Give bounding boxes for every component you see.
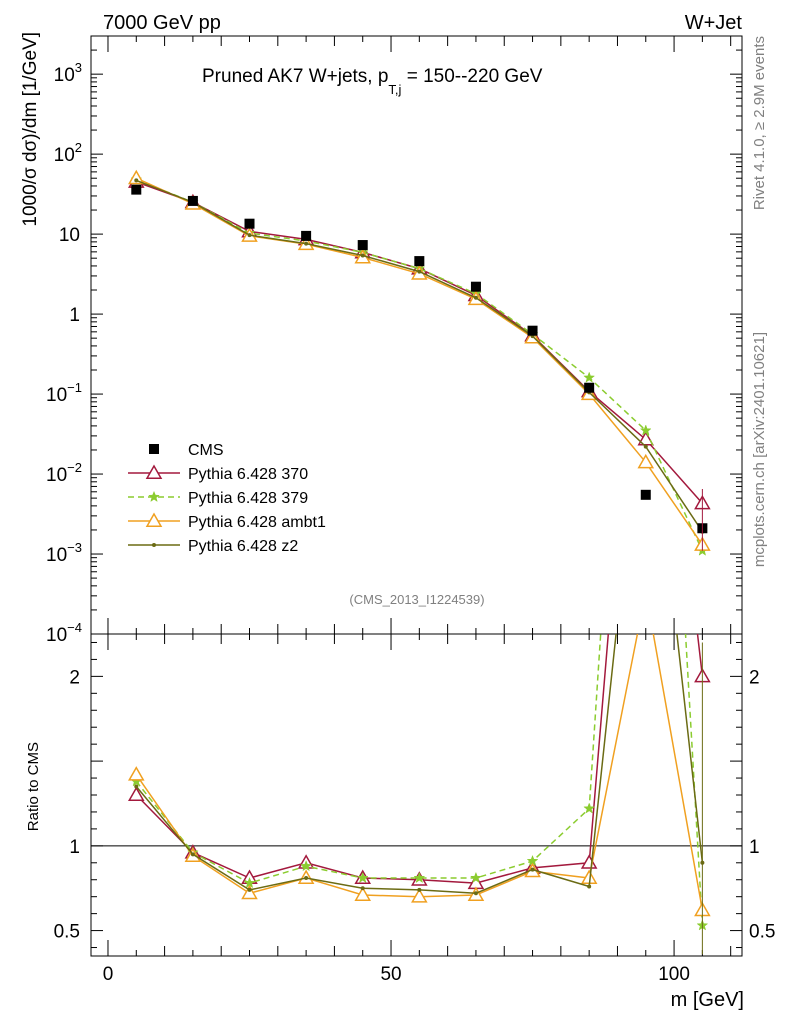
ratio-point-p379 (583, 802, 596, 814)
x-tick-label: 100 (658, 964, 690, 985)
cms-data-point (414, 256, 425, 267)
series-point-z2 (643, 444, 648, 449)
ratio-point-z2 (360, 886, 365, 891)
x-tick-label: 0 (103, 964, 114, 985)
chart-title: Pruned AK7 W+jets, pT,j = 150--220 GeV (202, 66, 543, 97)
ratio-y-tick-label-left: 0.5 (54, 922, 80, 943)
ratio-plot-marks (127, 634, 711, 955)
ratio-point-p379 (470, 871, 482, 884)
ratio-y-tick-label-left: 1 (69, 837, 80, 858)
ratio-y-tick-label-right: 1 (749, 837, 760, 858)
legend-marker-ambt1 (145, 512, 163, 527)
series-point-z2 (360, 253, 365, 258)
cms-data-point (131, 184, 142, 195)
legend-marker-p370 (145, 464, 163, 479)
main-y-tick-label: 103 (54, 60, 82, 86)
energy-label: 7000 GeV pp (103, 12, 221, 34)
series-point-z2 (304, 241, 309, 246)
series-line-p379 (136, 178, 704, 552)
cms-data-point (244, 218, 255, 229)
legend-label-z2: Pythia 6.428 z2 (188, 538, 298, 555)
ratio-point-p379 (300, 859, 312, 872)
analysis-tag: (CMS_2013_I1224539) (349, 592, 484, 607)
main-y-tick-label: 10−1 (46, 380, 82, 406)
ratio-panel-border (90, 633, 743, 957)
series-point-z2 (417, 269, 422, 274)
ratio-point-z2 (587, 884, 592, 889)
legend-marker-z2 (152, 543, 156, 547)
title-sub: T,j (388, 82, 401, 97)
ratio-point-p379 (356, 871, 369, 884)
main-y-tick-label: 10−2 (46, 460, 82, 486)
x-axis-label: m [GeV] (671, 989, 744, 1011)
cms-data-point (470, 281, 481, 292)
title-main: Pruned AK7 W+jets, p (202, 66, 388, 87)
ratio-y-tick-label-right: 0.5 (749, 922, 775, 943)
x-tick-label: 50 (380, 964, 401, 985)
main-y-tick-label: 10−3 (46, 540, 82, 566)
ratio-point-z2 (190, 852, 195, 857)
ratio-y-tick-label-left: 2 (69, 667, 80, 688)
series-point-ambt1 (637, 453, 655, 469)
legend: CMS Pythia 6.428 370 Pythia 6.428 379 Pythi… (128, 442, 326, 555)
series-point-ambt1 (127, 169, 145, 185)
ratio-point-p379 (413, 871, 426, 884)
series-point-z2 (247, 233, 252, 238)
ratio-line-p379 (135, 634, 704, 926)
process-label: W+Jet (685, 12, 743, 34)
ratio-line-z2 (135, 634, 704, 895)
legend-marker-p379 (148, 490, 160, 502)
cms-data-point (187, 195, 198, 206)
ratio-point-z2 (247, 887, 252, 892)
main-y-tick-label: 10−4 (46, 620, 82, 646)
ratio-point-p370 (580, 854, 598, 869)
legend-label-p379: Pythia 6.428 379 (188, 490, 308, 507)
main-plot-marks (127, 169, 711, 556)
ratio-point-z2 (304, 876, 309, 881)
series-point-z2 (473, 295, 478, 300)
ratio-point-z2 (530, 867, 535, 872)
cms-data-point (357, 240, 368, 251)
ratio-line-p370 (135, 634, 704, 884)
ratio-y-tick-label-right: 2 (749, 667, 760, 688)
series-point-p379 (639, 424, 652, 436)
main-y-axis-label: 1000/σ dσ)/dm [1/GeV] (20, 32, 41, 227)
ratio-point-ambt1 (127, 766, 145, 781)
ratio-point-p370 (127, 786, 145, 801)
series-point-p379 (583, 371, 596, 383)
ratio-y-axis-label: Ratio to CMS (25, 742, 42, 831)
rivet-label: Rivet 4.1.0, ≥ 2.9M events (751, 36, 768, 210)
ratio-point-z2 (417, 887, 422, 892)
ratio-point-z2 (134, 784, 139, 789)
cms-data-point (301, 230, 312, 241)
legend-label-p370: Pythia 6.428 370 (188, 466, 308, 483)
ratio-point-z2 (473, 891, 478, 896)
series-point-z2 (134, 178, 139, 183)
main-y-tick-label: 1 (69, 305, 80, 326)
cms-data-point (640, 489, 651, 500)
cms-data-point (584, 382, 595, 393)
cms-data-point (527, 325, 538, 336)
main-y-tick-label: 102 (54, 140, 82, 166)
legend-marker-cms (149, 444, 159, 454)
ratio-point-ambt1 (411, 888, 428, 903)
legend-label-ambt1: Pythia 6.428 ambt1 (188, 514, 326, 531)
ratio-point-ambt1 (354, 886, 372, 901)
ratio-plot-frame: 0.5 0.5 1 1 2 2 0 50 100 (54, 633, 775, 985)
legend-label-data: CMS (188, 442, 224, 459)
main-y-tick-label: 10 (59, 225, 80, 246)
title-tail: = 150--220 GeV (401, 66, 542, 87)
mcplots-label: mcplots.cern.ch [arXiv:2401.10621] (751, 332, 768, 567)
ratio-point-ambt1 (241, 884, 258, 900)
